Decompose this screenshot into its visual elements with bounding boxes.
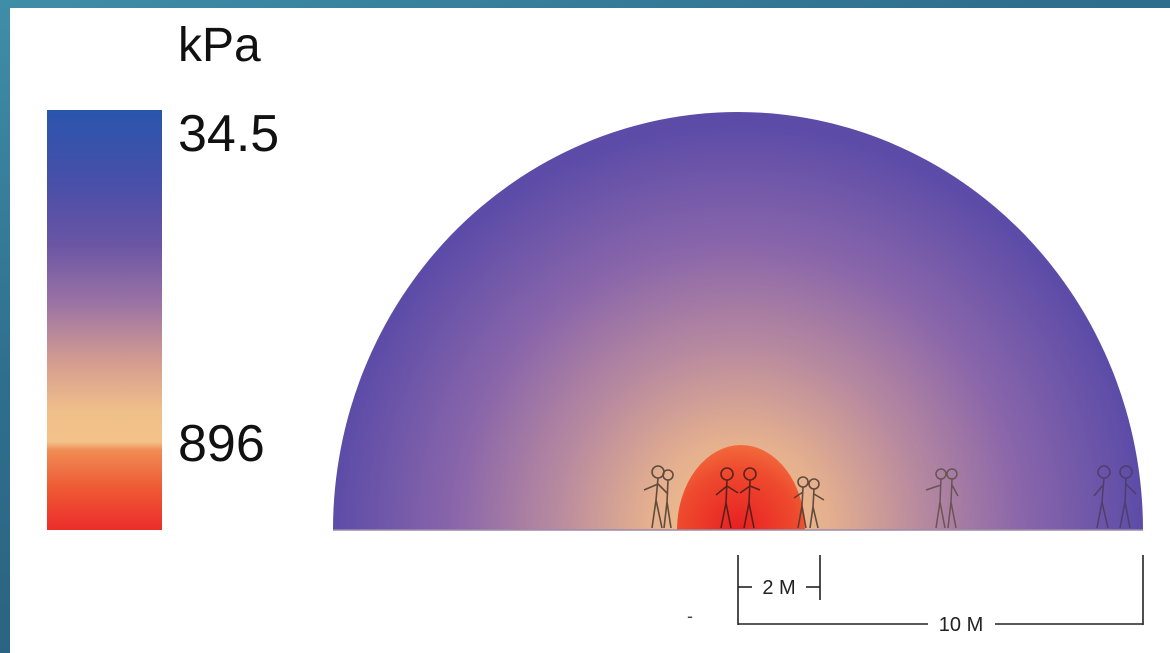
stray-dash: - <box>687 606 693 626</box>
dimension-outer-label: 10 M <box>939 614 983 636</box>
pressure-dome <box>333 112 1143 530</box>
person-group-far <box>1093 465 1137 529</box>
person-group-mid <box>925 468 959 529</box>
person-group-near-right <box>793 476 825 529</box>
dimension-inner-label: 2 M <box>762 577 795 599</box>
pressure-color-scale <box>47 110 162 530</box>
pressure-unit-label: kPa <box>178 19 261 72</box>
pressure-core <box>677 445 805 530</box>
person-group-center <box>715 467 761 529</box>
person-group-near-left <box>643 465 674 529</box>
scale-max-label: 34.5 <box>178 105 280 163</box>
dimension-markers <box>737 555 1144 625</box>
scale-min-label: 896 <box>178 415 265 473</box>
